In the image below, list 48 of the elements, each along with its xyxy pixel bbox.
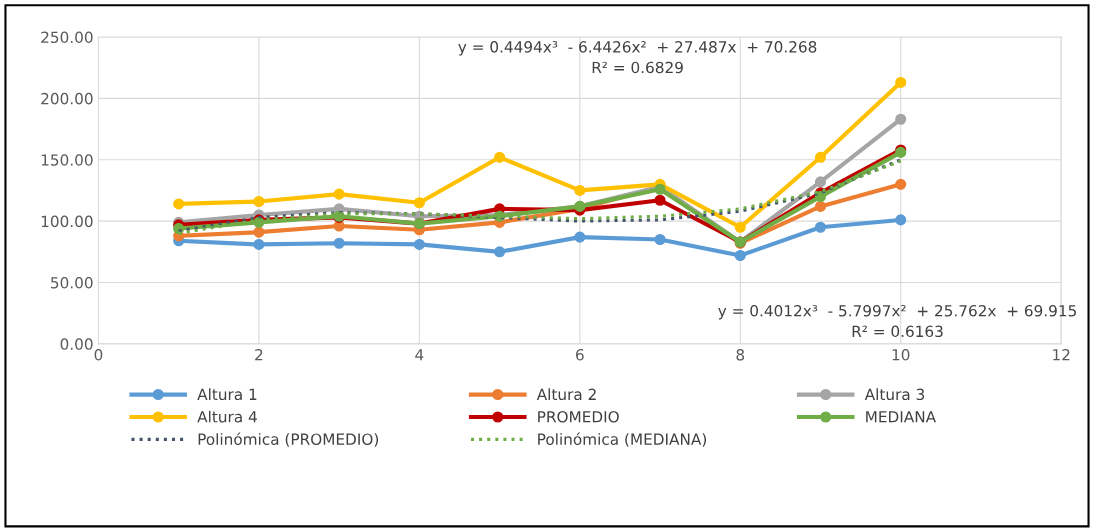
- point: [494, 246, 506, 258]
- point: [654, 194, 666, 206]
- legend-label: Altura 2: [536, 388, 596, 401]
- legend-label: Polinómica (MEDIANA): [538, 432, 707, 447]
- point: [333, 188, 345, 200]
- annotation: y = 0.4012x³ - 5.7997x² + 25.762x + 69.915 R² = 0.6163: [718, 304, 1076, 338]
- point: [895, 113, 907, 125]
- point: [574, 184, 586, 196]
- point: [494, 151, 506, 163]
- point: [413, 197, 425, 209]
- y-tick-label: 250.00: [41, 31, 93, 44]
- x-tick-label: 4: [415, 349, 424, 361]
- y-tick-label: 100.00: [41, 215, 93, 228]
- x-tick-label: 10: [892, 348, 910, 361]
- point: [814, 151, 827, 163]
- point: [814, 191, 827, 203]
- point: [814, 221, 827, 233]
- legend-label: Altura 4: [197, 410, 257, 423]
- point: [895, 214, 907, 226]
- point: [253, 238, 265, 250]
- x-tick-label: 6: [576, 348, 584, 361]
- x-tick-label: 12: [1053, 348, 1070, 361]
- y-tick-label: 50.00: [51, 276, 93, 289]
- x-tick-label: 0: [94, 348, 103, 361]
- point: [253, 226, 265, 238]
- point: [895, 76, 907, 88]
- x-tick-label: 8: [736, 348, 745, 361]
- point: [173, 198, 185, 210]
- point: [814, 176, 827, 188]
- y-tick-label: 0.00: [60, 338, 93, 350]
- y-tick-label: 200.00: [41, 92, 93, 105]
- point: [734, 221, 746, 233]
- point: [574, 231, 586, 243]
- point: [654, 233, 666, 246]
- point: [734, 249, 746, 262]
- point: [814, 200, 827, 212]
- legend-label: Altura 1: [197, 388, 257, 401]
- annotation: y = 0.4494x³ - 6.4426x² + 27.487x + 70.268 R² = 0.6829: [458, 41, 817, 74]
- y-tick-label: 150.00: [41, 154, 93, 166]
- point: [895, 178, 907, 190]
- legend-label: PROMEDIO: [538, 410, 619, 423]
- point: [253, 195, 265, 208]
- point: [413, 238, 425, 250]
- legend-label: MEDIANA: [866, 411, 936, 423]
- point: [333, 237, 345, 249]
- x-tick-label: 2: [255, 348, 263, 361]
- legend-label: Altura 3: [864, 388, 925, 401]
- legend-label: Polinómica (PROMEDIO): [198, 432, 379, 447]
